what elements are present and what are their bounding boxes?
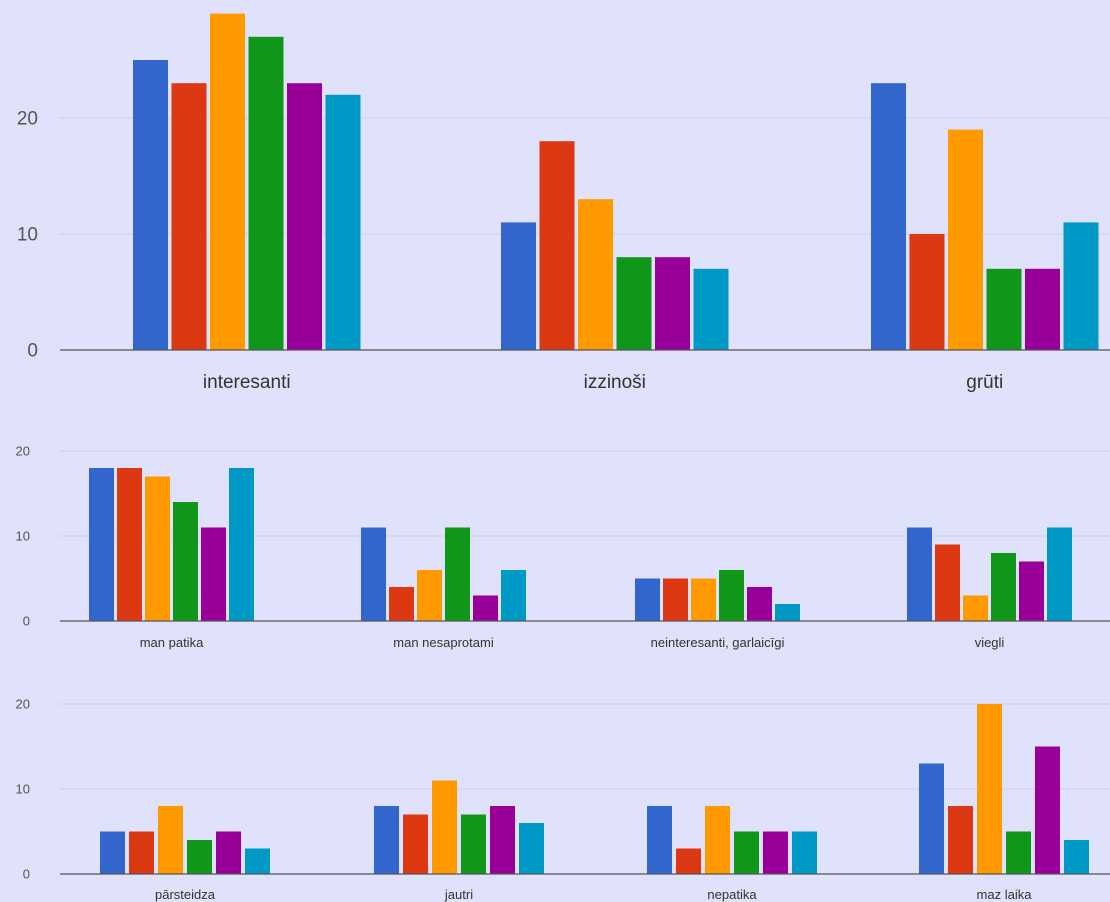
bar [432,780,457,874]
y-tick-label: 0 [23,867,30,882]
bar [287,83,322,350]
bar [473,595,498,621]
bar [1035,746,1060,874]
category-label: jautri [444,887,473,902]
bar [539,141,575,350]
category-label: nepatika [707,887,757,902]
category-label: pārsteidza [155,887,216,902]
bar [991,553,1016,621]
bar [719,570,744,621]
bar [919,763,944,874]
bar [229,468,254,621]
bar [977,704,1002,874]
bar [935,544,960,621]
bar [245,848,270,874]
bar [216,831,241,874]
bar [907,527,932,621]
bar [963,595,988,621]
bar [1025,268,1060,350]
bar [361,527,386,621]
y-tick-label: 0 [27,341,38,362]
chart-panel-3: 0 10 20 pārsteidza jautri nepatika maz laika [16,697,1110,902]
bar [578,199,613,350]
bar [100,831,125,874]
bar [747,587,772,621]
bar [173,502,198,621]
bar [647,806,672,874]
bar [616,257,652,350]
bar [145,476,170,621]
bar [417,570,442,621]
category-label: maz laika [977,887,1033,902]
bar [325,94,361,350]
y-tick-label: 20 [17,109,38,130]
bar [655,257,690,350]
bar [1047,527,1072,621]
bar [374,806,399,874]
bar [663,578,688,621]
bar [635,578,660,621]
y-tick-label: 10 [16,529,30,544]
category-label: man nesaprotami [393,635,494,650]
bar [210,13,245,350]
category-label: man patika [140,635,204,650]
bar [133,60,168,350]
bar [948,129,983,350]
bar [1064,840,1089,874]
y-tick-label: 10 [16,782,30,797]
category-label: viegli [975,635,1005,650]
bar [490,806,515,874]
y-tick-label: 0 [23,614,30,629]
bar [519,823,544,874]
bar [734,831,759,874]
bar [763,831,788,874]
bar [129,831,154,874]
category-label: interesanti [203,372,291,393]
bar [986,268,1022,350]
bar [1019,561,1044,621]
bar [501,570,526,621]
bar [1063,222,1099,350]
chart-panel-1: 0 10 20 interesanti izzinoši grūti [17,13,1110,393]
category-label: izzinoši [584,372,646,393]
bar [171,83,207,350]
bar [775,604,800,621]
chart-panel-2: 0 10 20 man patika man nesaprotami neinteresa… [16,444,1110,650]
bar [403,814,428,874]
bar [461,814,486,874]
bar [158,806,183,874]
bar [89,468,114,621]
bar [676,848,701,874]
bar [201,527,226,621]
bar [909,234,945,350]
bar [501,222,536,350]
y-tick-label: 20 [16,444,30,459]
bar [389,587,414,621]
bar [693,268,729,350]
bar [445,527,470,621]
bar [187,840,212,874]
bar [871,83,906,350]
y-tick-label: 20 [16,697,30,712]
category-label: grūti [966,372,1003,393]
bar [691,578,716,621]
bar [248,36,284,351]
bar [1006,831,1031,874]
y-tick-label: 10 [17,225,38,246]
bar [117,468,142,621]
category-label: neinteresanti, garlaicīgi [651,635,785,650]
bar [948,806,973,874]
bar [705,806,730,874]
bar [792,831,817,874]
